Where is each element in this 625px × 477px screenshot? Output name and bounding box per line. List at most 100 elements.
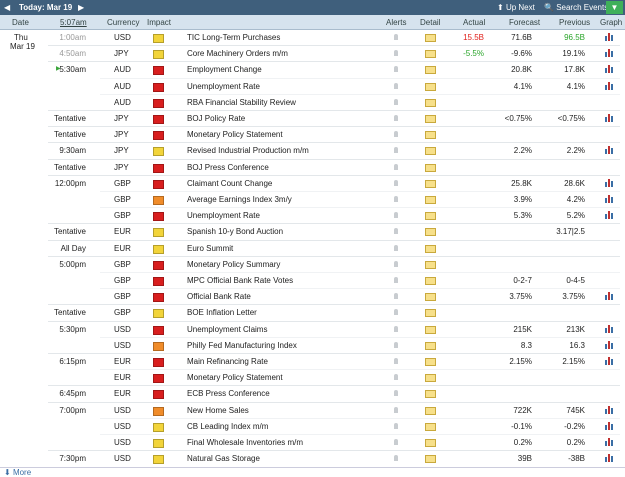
- detail-icon[interactable]: [425, 163, 436, 172]
- alert-icon[interactable]: [394, 358, 398, 364]
- graph-icon[interactable]: [605, 454, 614, 463]
- detail-icon[interactable]: [425, 196, 436, 204]
- event[interactable]: Euro Summit: [187, 243, 234, 253]
- next-button[interactable]: ▶: [78, 3, 85, 12]
- alert-icon[interactable]: [394, 293, 398, 300]
- detail-icon[interactable]: [425, 358, 436, 366]
- detail-icon[interactable]: [425, 228, 436, 237]
- detail-icon[interactable]: [425, 277, 436, 285]
- event[interactable]: Spanish 10-y Bond Auction: [187, 227, 284, 237]
- detail-icon[interactable]: [425, 390, 436, 399]
- alert-icon[interactable]: [394, 309, 398, 316]
- event[interactable]: MPC Official Bank Rate Votes: [187, 276, 294, 285]
- event[interactable]: BOJ Policy Rate: [187, 114, 246, 123]
- graph-icon[interactable]: [605, 195, 614, 203]
- event[interactable]: Employment Change: [187, 65, 262, 75]
- event[interactable]: BOJ Press Conference: [187, 162, 269, 172]
- detail-icon[interactable]: [425, 98, 436, 107]
- alert-icon[interactable]: [394, 82, 398, 89]
- event[interactable]: Unemployment Claims: [187, 324, 268, 334]
- detail-icon[interactable]: [425, 147, 436, 156]
- alert-icon[interactable]: [394, 115, 398, 121]
- alert-icon[interactable]: [394, 50, 398, 57]
- detail-icon[interactable]: [425, 422, 436, 431]
- alert-icon[interactable]: [394, 422, 398, 429]
- alert-icon[interactable]: [394, 196, 398, 202]
- graph-icon[interactable]: [605, 33, 614, 41]
- graph-icon[interactable]: [605, 438, 614, 446]
- detail-icon[interactable]: [425, 439, 436, 447]
- alert-icon[interactable]: [394, 260, 398, 267]
- detail-icon[interactable]: [425, 374, 436, 383]
- event[interactable]: Revised Industrial Production m/m: [187, 146, 309, 156]
- event[interactable]: Final Wholesale Inventories m/m: [187, 438, 304, 447]
- filter-button[interactable]: ▼: [606, 1, 623, 14]
- detail-icon[interactable]: [425, 309, 436, 318]
- graph-icon[interactable]: [605, 65, 614, 74]
- alert-icon[interactable]: [394, 212, 398, 219]
- event[interactable]: TIC Long-Term Purchases: [187, 33, 281, 42]
- alert-icon[interactable]: [394, 34, 398, 40]
- alert-icon[interactable]: [394, 341, 398, 348]
- event[interactable]: BOE Inflation Letter: [187, 308, 257, 318]
- detail-icon[interactable]: [425, 293, 436, 302]
- graph-icon[interactable]: [605, 292, 614, 301]
- alert-icon[interactable]: [394, 244, 398, 251]
- graph-icon[interactable]: [605, 357, 614, 365]
- alert-icon[interactable]: [394, 390, 398, 397]
- alert-icon[interactable]: [394, 374, 398, 381]
- event[interactable]: Main Refinancing Rate: [187, 357, 268, 366]
- graph-icon[interactable]: [605, 146, 614, 155]
- detail-icon[interactable]: [425, 66, 436, 75]
- graph-icon[interactable]: [605, 114, 614, 122]
- event[interactable]: Unemployment Rate: [187, 81, 260, 91]
- graph-icon[interactable]: [605, 81, 614, 90]
- event[interactable]: New Home Sales: [187, 405, 249, 415]
- alert-icon[interactable]: [394, 277, 398, 283]
- alert-icon[interactable]: [394, 455, 398, 462]
- detail-icon[interactable]: [425, 406, 436, 415]
- alert-icon[interactable]: [394, 439, 398, 445]
- detail-icon[interactable]: [425, 244, 436, 253]
- search-events[interactable]: 🔍 Search Events: [544, 3, 609, 12]
- event[interactable]: Unemployment Rate: [187, 211, 260, 221]
- graph-icon[interactable]: [605, 211, 614, 220]
- graph-icon[interactable]: [605, 49, 614, 58]
- alert-icon[interactable]: [394, 325, 398, 332]
- event[interactable]: Core Machinery Orders m/m: [187, 49, 288, 59]
- detail-icon[interactable]: [425, 50, 436, 59]
- detail-icon[interactable]: [425, 115, 436, 123]
- event[interactable]: Natural Gas Storage: [187, 454, 260, 464]
- event[interactable]: Official Bank Rate: [187, 292, 251, 302]
- detail-icon[interactable]: [425, 82, 436, 91]
- graph-icon[interactable]: [605, 421, 614, 430]
- prev-button[interactable]: ◀: [4, 3, 11, 12]
- detail-icon[interactable]: [425, 260, 436, 269]
- alert-icon[interactable]: [394, 98, 398, 105]
- up-next[interactable]: ⬆ Up Next: [497, 3, 535, 12]
- event[interactable]: ECB Press Conference: [187, 389, 270, 399]
- detail-icon[interactable]: [425, 325, 436, 334]
- detail-icon[interactable]: [425, 212, 436, 221]
- detail-icon[interactable]: [425, 34, 436, 42]
- alert-icon[interactable]: [394, 406, 398, 413]
- alert-icon[interactable]: [394, 179, 398, 186]
- detail-icon[interactable]: [425, 455, 436, 464]
- event[interactable]: Monetary Policy Summary: [187, 259, 281, 269]
- graph-icon[interactable]: [605, 178, 614, 187]
- event[interactable]: Monetary Policy Statement: [187, 373, 283, 383]
- graph-icon[interactable]: [605, 340, 614, 349]
- alert-icon[interactable]: [394, 147, 398, 154]
- graph-icon[interactable]: [605, 405, 614, 414]
- alert-icon[interactable]: [394, 228, 398, 235]
- alert-icon[interactable]: [394, 163, 398, 170]
- event[interactable]: Average Earnings Index 3m/y: [187, 195, 292, 204]
- event[interactable]: Philly Fed Manufacturing Index: [187, 340, 297, 350]
- event[interactable]: RBA Financial Stability Review: [187, 97, 296, 107]
- event[interactable]: CB Leading Index m/m: [187, 421, 269, 431]
- graph-icon[interactable]: [605, 324, 614, 333]
- alert-icon[interactable]: [394, 131, 398, 138]
- detail-icon[interactable]: [425, 131, 436, 140]
- more-link[interactable]: ⬇ More: [4, 468, 32, 477]
- event[interactable]: Claimant Count Change: [187, 178, 273, 188]
